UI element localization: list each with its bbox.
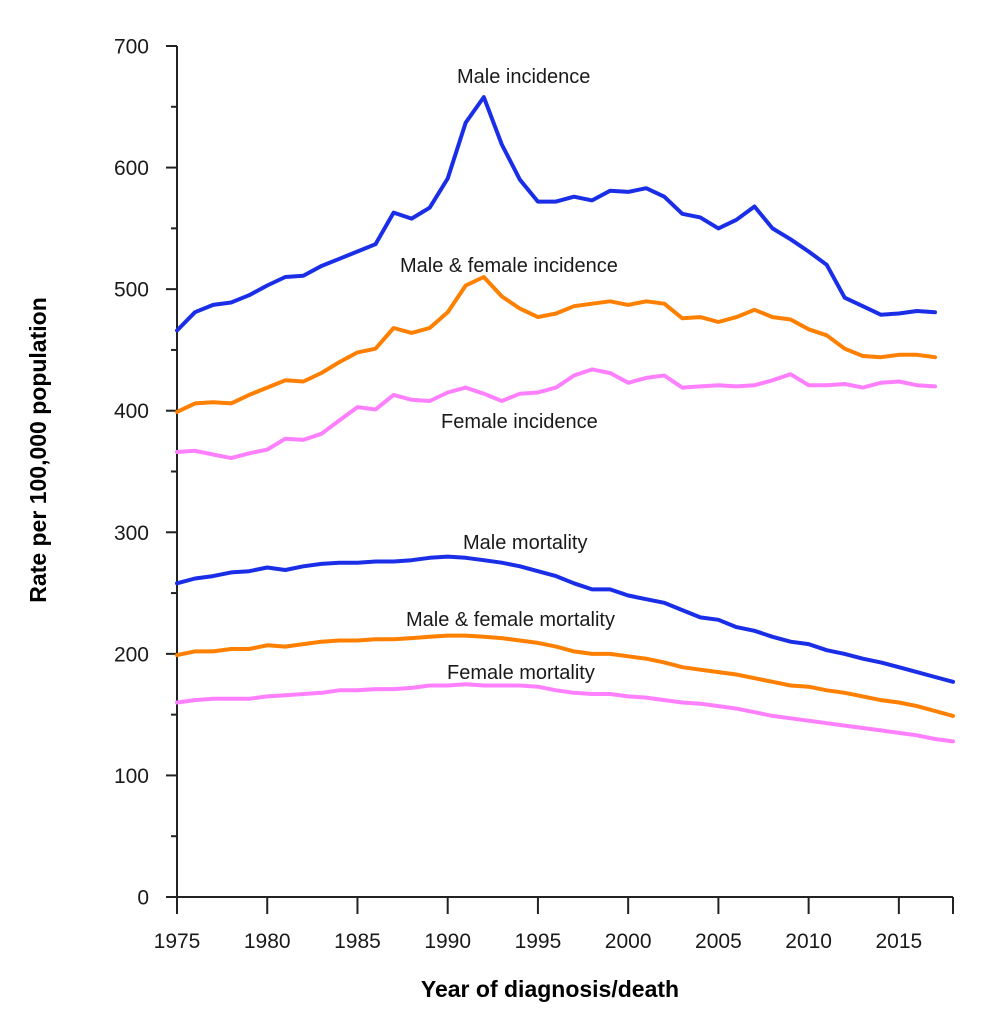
x-tick-label: 1995 — [515, 930, 562, 953]
y-tick-label: 400 — [114, 400, 149, 423]
annotation-female-mortality: Female mortality — [447, 662, 595, 684]
y-tick-label: 100 — [114, 765, 149, 788]
series-line-male-incidence — [175, 95, 937, 333]
series-line-female-incidence — [175, 367, 937, 461]
x-ticks: 1975 1980 1985 1990 1995 2000 2005 2010 2015 — [154, 897, 954, 953]
y-tick-label: 500 — [114, 279, 149, 302]
x-tick-label: 2010 — [785, 930, 832, 953]
x-tick-label: 1980 — [244, 930, 291, 953]
annotation-female-incidence: Female incidence — [441, 411, 598, 433]
axes — [166, 46, 953, 898]
x-tick-label: 2005 — [695, 930, 742, 953]
x-tick-label: 2015 — [876, 930, 923, 953]
y-axis-title: Rate per 100,000 population — [25, 297, 51, 602]
y-tick-label: 0 — [137, 887, 149, 910]
x-axis-title: Year of diagnosis/death — [421, 976, 679, 1002]
y-tick-label: 700 — [114, 36, 149, 59]
annotation-male-female-incidence: Male & female incidence — [400, 255, 618, 277]
y-tick-label: 200 — [114, 643, 149, 666]
x-tick-label: 1990 — [424, 930, 471, 953]
x-tick-label: 1985 — [334, 930, 381, 953]
series-annotations: Male incidence Male & female incidence F… — [400, 66, 618, 684]
x-tick-label: 1975 — [154, 930, 201, 953]
y-ticks: 0 100 200 300 400 500 600 700 — [114, 36, 177, 910]
series-group — [175, 95, 955, 744]
y-tick-label: 300 — [114, 522, 149, 545]
annotation-male-mortality: Male mortality — [463, 532, 587, 554]
x-tick-label: 2000 — [605, 930, 652, 953]
series-line-male-female-incidence — [175, 275, 937, 414]
series-line-female-mortality — [175, 682, 955, 744]
annotation-male-female-mortality: Male & female mortality — [406, 609, 615, 631]
y-tick-label: 600 — [114, 157, 149, 180]
series-line-male-female-mortality — [175, 633, 955, 718]
annotation-male-incidence: Male incidence — [457, 66, 590, 88]
series-line-male-mortality — [175, 554, 955, 684]
